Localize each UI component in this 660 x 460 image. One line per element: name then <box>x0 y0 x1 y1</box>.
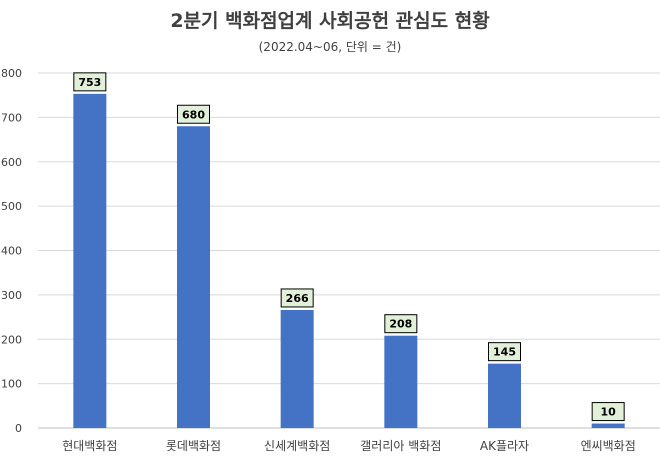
data-label: 145 <box>493 346 516 359</box>
x-tick-label: 엔씨백화점 <box>581 439 636 453</box>
bar <box>177 126 210 428</box>
data-label: 753 <box>78 76 101 89</box>
y-tick-label: 500 <box>1 200 22 213</box>
x-tick-label: 갤러리아 백화점 <box>360 439 441 453</box>
chart-title: 2분기 백화점업계 사회공헌 관심도 현황 <box>170 10 490 32</box>
bar <box>280 309 314 428</box>
y-tick-label: 800 <box>1 67 22 80</box>
data-label: 680 <box>182 108 205 121</box>
data-label: 266 <box>286 292 309 305</box>
x-tick-label: 현대백화점 <box>62 439 117 453</box>
data-label-box <box>591 402 625 422</box>
y-tick-label: 100 <box>1 378 22 391</box>
bar <box>73 93 107 428</box>
y-tick-label: 600 <box>1 156 22 169</box>
bar <box>384 335 418 428</box>
y-tick-label: 200 <box>1 333 22 346</box>
y-tick-label: 400 <box>1 245 22 258</box>
x-tick-label: AK플라자 <box>480 439 529 453</box>
data-label: 10 <box>601 406 617 419</box>
bar <box>488 363 521 428</box>
data-label-box <box>384 314 418 334</box>
y-tick-label: 0 <box>15 422 22 435</box>
y-tick-label: 300 <box>1 289 22 302</box>
data-label-box <box>73 72 107 92</box>
x-tick-label: 신세계백화점 <box>264 439 330 453</box>
chart-subtitle: (2022.04~06, 단위 = 건) <box>258 40 402 54</box>
data-label-box <box>280 288 314 308</box>
bar <box>591 423 625 428</box>
x-tick-label: 롯데백화점 <box>166 439 221 453</box>
y-tick-label: 700 <box>1 111 22 124</box>
data-label-box <box>488 342 521 362</box>
data-label: 208 <box>389 318 412 331</box>
data-label-box <box>177 104 210 124</box>
